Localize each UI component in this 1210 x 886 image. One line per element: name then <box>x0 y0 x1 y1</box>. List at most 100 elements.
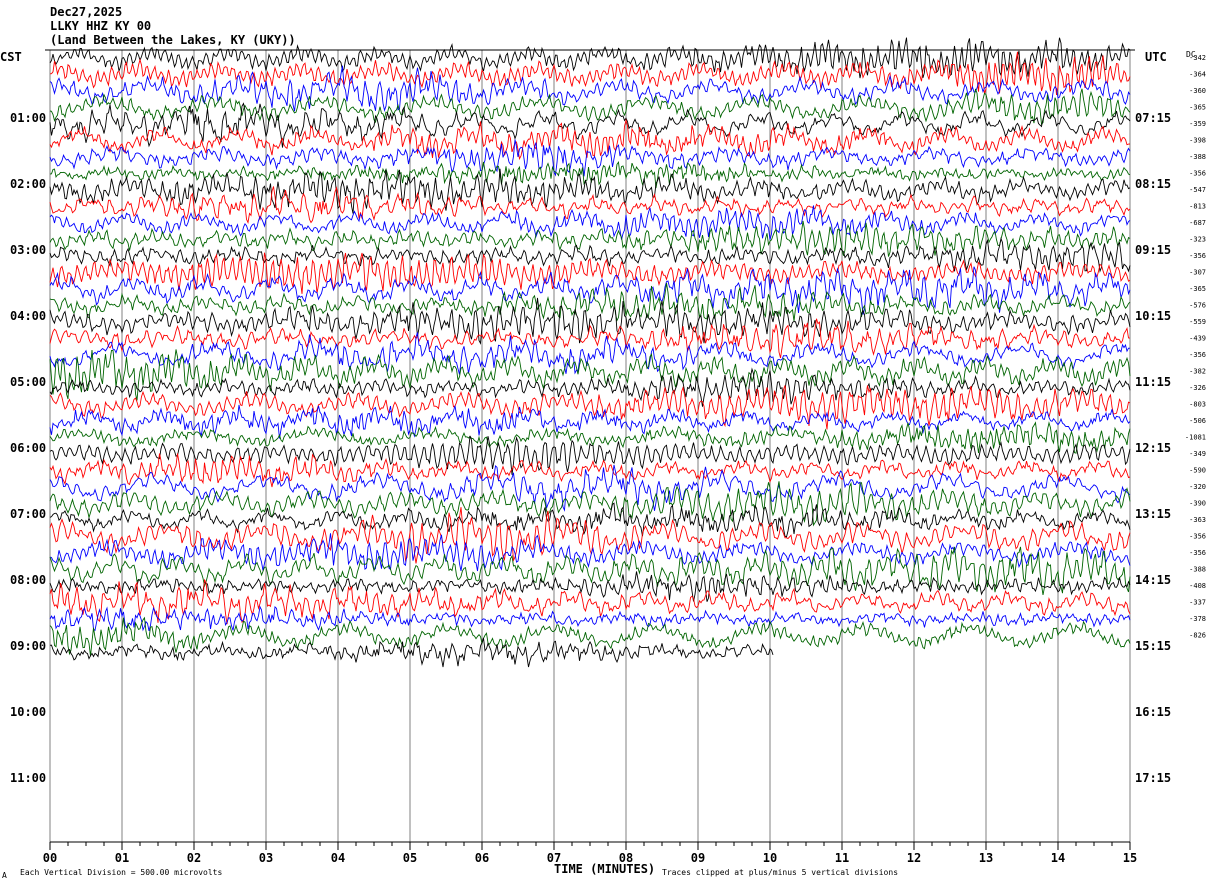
seismic-trace <box>49 349 1131 401</box>
dc-offset-label: -356 <box>1189 351 1206 359</box>
dc-offset-label: -356 <box>1189 549 1206 557</box>
utc-hour-label: 09:15 <box>1135 243 1171 257</box>
cst-hour-label: 04:00 <box>10 309 46 323</box>
clip-note: Traces clipped at plus/minus 5 vertical … <box>662 868 898 877</box>
cst-hour-label: 10:00 <box>10 705 46 719</box>
seismic-trace <box>49 102 1131 148</box>
x-tick-label: 02 <box>187 851 201 865</box>
cst-hour-label: 11:00 <box>10 771 46 785</box>
cst-hour-label: 09:00 <box>10 639 46 653</box>
seismic-trace <box>49 205 1131 240</box>
dc-offset-label: -388 <box>1189 153 1206 161</box>
dc-offset-label: -365 <box>1189 104 1206 112</box>
x-tick-label: 10 <box>763 851 777 865</box>
x-tick-label: 01 <box>115 851 129 865</box>
x-tick-label: 15 <box>1123 851 1137 865</box>
seismic-trace <box>49 616 1131 657</box>
dc-offset-label: -382 <box>1189 368 1206 376</box>
grid-layer <box>49 50 1131 842</box>
x-tick-label: 04 <box>331 851 345 865</box>
dc-offset-label: -356 <box>1189 533 1206 541</box>
x-tick-label: 14 <box>1051 851 1065 865</box>
x-tick-label: 13 <box>979 851 993 865</box>
corner-mark: A <box>2 871 7 880</box>
header-station: LLKY HHZ KY 00 <box>50 19 152 33</box>
seismic-trace <box>49 65 1131 112</box>
seismic-trace <box>49 367 1131 407</box>
dc-offset-label: -365 <box>1189 285 1206 293</box>
seismic-trace <box>49 421 1131 454</box>
utc-hour-label: 14:15 <box>1135 573 1171 587</box>
right-zone-label: UTC <box>1145 50 1167 64</box>
scale-note: Each Vertical Division = 500.00 microvol… <box>20 868 222 877</box>
dc-offset-label: -408 <box>1189 582 1206 590</box>
dc-offset-label: -359 <box>1189 120 1206 128</box>
cst-hour-label: 05:00 <box>10 375 46 389</box>
seismic-trace <box>49 464 1131 512</box>
dc-offset-label: -388 <box>1189 566 1206 574</box>
cst-hour-label: 08:00 <box>10 573 46 587</box>
dc-offset-label: -342 <box>1189 54 1206 62</box>
seismic-trace <box>49 139 1131 177</box>
dc-offset-label: -1081 <box>1185 434 1206 442</box>
seismic-trace <box>49 385 1131 430</box>
utc-hour-label: 15:15 <box>1135 639 1171 653</box>
cst-hour-label: 01:00 <box>10 111 46 125</box>
dc-offset-label: -826 <box>1189 632 1206 640</box>
dc-offset-label: -360 <box>1189 87 1206 95</box>
seismic-trace <box>49 266 1131 315</box>
dc-offset-label: -363 <box>1189 516 1206 524</box>
seismic-trace <box>49 88 1131 126</box>
header-date: Dec27,2025 <box>50 5 123 19</box>
label-layer: CST UTC DC TIME (MINUTES) Each Vertical … <box>0 50 1206 880</box>
dc-offset-label: -320 <box>1189 483 1206 491</box>
seismic-trace <box>49 481 1131 527</box>
dc-offset-label: -576 <box>1189 302 1206 310</box>
dc-offset-label: -559 <box>1189 318 1206 326</box>
cst-hour-label: 03:00 <box>10 243 46 257</box>
dc-offset-label: -390 <box>1189 500 1206 508</box>
seismic-trace <box>49 605 1131 632</box>
x-tick-label: 00 <box>43 851 57 865</box>
seismic-trace <box>49 578 1131 625</box>
seismic-trace <box>49 435 1131 475</box>
seismic-trace <box>49 186 1131 225</box>
cst-hour-label: 07:00 <box>10 507 46 521</box>
utc-hour-label: 11:15 <box>1135 375 1171 389</box>
x-tick-label: 05 <box>403 851 417 865</box>
dc-offset-label: -356 <box>1189 252 1206 260</box>
utc-hour-label: 13:15 <box>1135 507 1171 521</box>
utc-hour-label: 17:15 <box>1135 771 1171 785</box>
cst-hour-label: 02:00 <box>10 177 46 191</box>
seismic-trace <box>49 118 1131 161</box>
seismic-trace <box>49 546 1131 595</box>
seismic-trace <box>49 297 1131 345</box>
seismic-trace <box>49 160 1131 189</box>
dc-offset-label: -364 <box>1189 71 1206 79</box>
dc-offset-label: -439 <box>1189 335 1206 343</box>
trace-layer <box>49 37 1131 668</box>
dc-offset-label: -337 <box>1189 599 1206 607</box>
x-tick-label: 06 <box>475 851 489 865</box>
x-tick-label: 12 <box>907 851 921 865</box>
seismic-trace <box>49 220 1131 257</box>
dc-offset-label: -687 <box>1189 219 1206 227</box>
dc-offset-label: -547 <box>1189 186 1206 194</box>
x-tick-label: 07 <box>547 851 561 865</box>
utc-hour-label: 16:15 <box>1135 705 1171 719</box>
utc-hour-label: 08:15 <box>1135 177 1171 191</box>
x-tick-label: 09 <box>691 851 705 865</box>
left-zone-label: CST <box>0 50 22 64</box>
seismic-trace <box>49 533 1131 572</box>
dc-offset-label: -813 <box>1189 203 1206 211</box>
utc-hour-label: 12:15 <box>1135 441 1171 455</box>
seismic-trace <box>49 51 1131 95</box>
x-tick-label: 03 <box>259 851 273 865</box>
x-tick-label: 08 <box>619 851 633 865</box>
dc-label: DC <box>1186 50 1196 59</box>
dc-offset-label: -590 <box>1189 467 1206 475</box>
seismic-trace <box>49 332 1130 375</box>
dc-offset-label: -349 <box>1189 450 1206 458</box>
x-axis-label: TIME (MINUTES) <box>554 862 655 876</box>
